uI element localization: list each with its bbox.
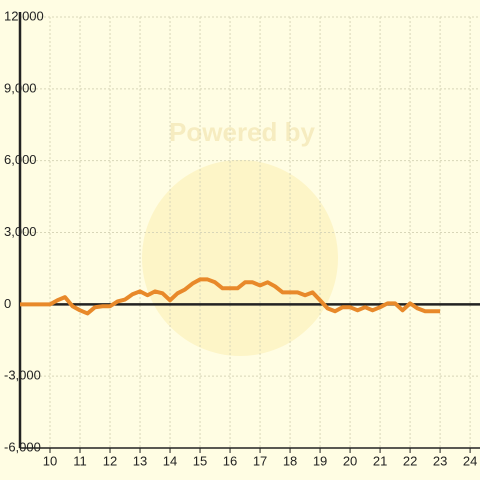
x-tick-label: 10 (43, 453, 57, 468)
series-line (20, 277, 441, 316)
y-tick-label: -6,000 (4, 439, 41, 454)
x-tick-label: 16 (223, 453, 237, 468)
watermark-logo (142, 160, 338, 356)
y-tick-label: 0 (4, 296, 11, 311)
x-tick-label: 13 (133, 453, 147, 468)
axes: -6,000-3,00003,0006,0009,00012,000101112… (4, 8, 480, 468)
y-tick-label: 12,000 (4, 8, 44, 23)
plot (20, 277, 441, 316)
x-tick-label: 11 (73, 453, 87, 468)
x-tick-label: 18 (283, 453, 297, 468)
x-tick-label: 21 (373, 453, 387, 468)
x-tick-label: 22 (403, 453, 417, 468)
x-tick-label: 12 (103, 453, 117, 468)
x-tick-label: 23 (433, 453, 447, 468)
x-tick-label: 17 (253, 453, 267, 468)
watermark: Powered by (169, 117, 315, 147)
x-tick-label: 19 (313, 453, 327, 468)
x-tick-label: 15 (193, 453, 207, 468)
x-tick-label: 20 (343, 453, 357, 468)
y-tick-label: -3,000 (4, 368, 41, 383)
x-tick-label: 14 (163, 453, 177, 468)
x-tick-label: 24 (463, 453, 477, 468)
